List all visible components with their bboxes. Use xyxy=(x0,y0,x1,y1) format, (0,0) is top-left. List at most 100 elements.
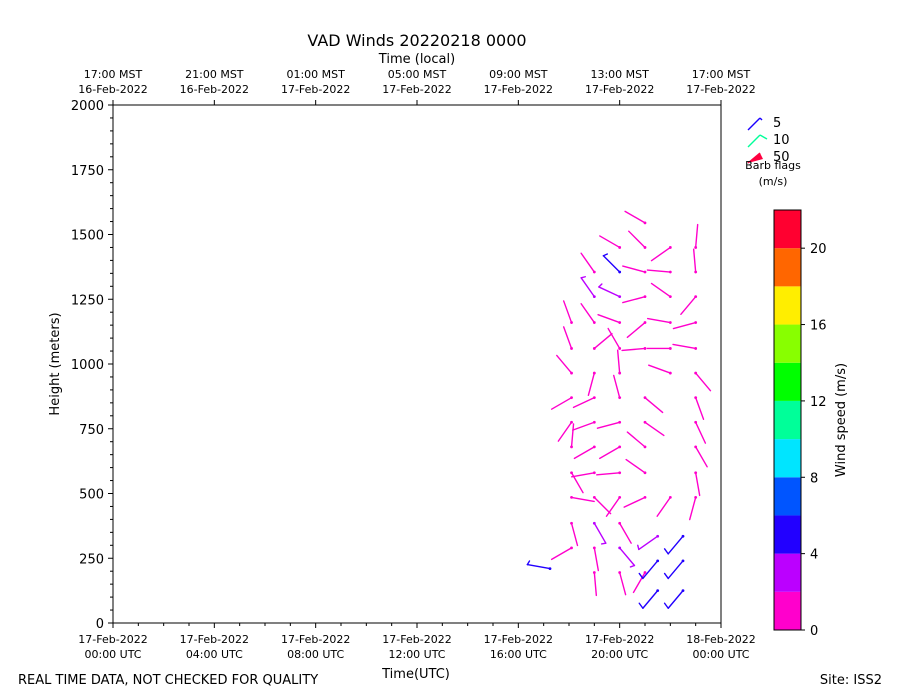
wind-barb-feather xyxy=(663,572,669,580)
wind-barb-point xyxy=(570,495,573,499)
wind-barb-point xyxy=(668,246,672,249)
wind-barb-point xyxy=(618,471,622,475)
wind-barb-staff xyxy=(599,235,621,249)
wind-barb-point xyxy=(570,347,573,350)
x-tick-label-time: 08:00 UTC xyxy=(287,648,344,661)
wind-barb-point xyxy=(643,221,647,225)
legend-barb-feather xyxy=(759,117,763,121)
wind-barb-staff xyxy=(644,396,664,414)
wind-barb-staff xyxy=(672,321,697,330)
top-tick-label-date: 17-Feb-2022 xyxy=(484,83,553,96)
wind-barb-feather xyxy=(637,544,640,551)
colorbar-frame xyxy=(773,209,802,631)
wind-barb-point xyxy=(570,445,573,449)
wind-barb-staff xyxy=(622,265,646,273)
wind-barb-point xyxy=(618,571,622,574)
wind-barb-point xyxy=(694,347,698,350)
legend-title: Barb flags xyxy=(745,159,801,172)
wind-barb-point xyxy=(694,396,698,400)
top-tick-label-date: 17-Feb-2022 xyxy=(281,83,350,96)
wind-barb-point xyxy=(618,420,622,424)
top-tick-label-date: 16-Feb-2022 xyxy=(180,83,249,96)
wind-barb-point xyxy=(681,559,685,563)
y-axis-label: Height (meters) xyxy=(48,312,63,415)
x-tick-label-time: 12:00 UTC xyxy=(388,648,445,661)
x-axis-label: Time(UTC) xyxy=(381,667,450,682)
wind-barb-point xyxy=(694,420,698,424)
wind-barb-staff xyxy=(596,472,621,476)
wind-barb-point xyxy=(570,396,573,400)
wind-barb-staff xyxy=(570,496,595,503)
wind-barb-point xyxy=(694,246,698,249)
wind-barb-point xyxy=(643,270,647,274)
top-tick-label-time: 17:00 MST xyxy=(692,68,751,81)
y-tick-label: 250 xyxy=(79,552,104,567)
x-tick-label-date: 17-Feb-2022 xyxy=(585,633,654,646)
colorbar-band xyxy=(774,439,801,478)
top-tick-label-time: 05:00 MST xyxy=(388,68,447,81)
chart-title: VAD Winds 20220218 0000 xyxy=(307,31,526,50)
wind-barb-point xyxy=(694,495,698,499)
wind-barb-staff xyxy=(628,230,646,249)
colorbar-tick-label: 8 xyxy=(810,471,818,486)
legend-flag-staff xyxy=(747,152,761,164)
wind-barb-point xyxy=(592,521,596,525)
x-tick-label-date: 17-Feb-2022 xyxy=(78,633,147,646)
wind-barb-staff xyxy=(598,286,621,298)
wind-barb-feather xyxy=(580,276,586,279)
wind-barb-staff xyxy=(593,571,598,597)
wind-barb-staff xyxy=(692,248,697,273)
colorbar-tick-label: 20 xyxy=(810,242,827,257)
wind-barb-point xyxy=(618,546,622,550)
wind-barb-point xyxy=(668,347,672,350)
wind-barb-point xyxy=(570,471,573,475)
wind-barb-feather xyxy=(526,560,531,566)
wind-barb-point xyxy=(592,445,596,449)
wind-barb-staff xyxy=(623,496,646,508)
x-tick-label-time: 00:00 UTC xyxy=(692,648,749,661)
wind-barb-point xyxy=(570,321,573,324)
colorbar-band xyxy=(774,477,801,516)
wind-barb-staff xyxy=(646,317,672,324)
x-tick-label-time: 20:00 UTC xyxy=(591,648,648,661)
wind-barb-point xyxy=(643,396,647,400)
wind-barb-staff xyxy=(694,372,712,392)
wind-barb-point xyxy=(618,371,622,375)
wind-barb-point xyxy=(592,571,596,574)
wind-barb-staff xyxy=(694,472,701,497)
wind-barb-staff xyxy=(642,589,659,609)
wind-barb-staff xyxy=(632,571,646,594)
wind-barb-point xyxy=(618,495,622,499)
y-tick-label: 750 xyxy=(79,423,104,438)
wind-barb-staff xyxy=(616,349,621,374)
wind-barb-staff xyxy=(580,303,596,324)
wind-barb-point xyxy=(618,347,622,350)
colorbar-band xyxy=(774,324,801,363)
wind-barb-point xyxy=(656,534,660,538)
wind-barb-staff xyxy=(656,496,672,517)
wind-barb-staff xyxy=(644,421,665,437)
wind-barb-staff xyxy=(626,431,646,448)
legend-barb-feather xyxy=(759,134,768,140)
wind-barb-point xyxy=(618,246,622,249)
wind-barb-staff xyxy=(550,396,573,410)
y-tick-label: 1750 xyxy=(71,164,104,179)
wind-barb-staff xyxy=(562,300,573,324)
colorbar-band xyxy=(774,591,801,630)
wind-barb-staff xyxy=(573,446,596,460)
wind-barb-point xyxy=(592,270,596,274)
legend-label: 5 xyxy=(773,116,781,131)
wind-barb-point xyxy=(592,371,596,375)
wind-barb-staff xyxy=(593,547,600,572)
wind-barb-point xyxy=(694,295,698,299)
x-tick-label-time: 00:00 UTC xyxy=(84,648,141,661)
wind-barb-staff xyxy=(624,210,646,224)
wind-barb-staff xyxy=(667,535,684,555)
wind-barb-staff xyxy=(694,446,708,468)
wind-barb-staff xyxy=(618,522,632,544)
wind-barb-point xyxy=(570,521,573,525)
wind-barb-point xyxy=(694,445,698,449)
wind-barb-staff xyxy=(694,223,699,249)
legend-barb-staff xyxy=(747,134,761,148)
x-tick-label-time: 04:00 UTC xyxy=(186,648,243,661)
